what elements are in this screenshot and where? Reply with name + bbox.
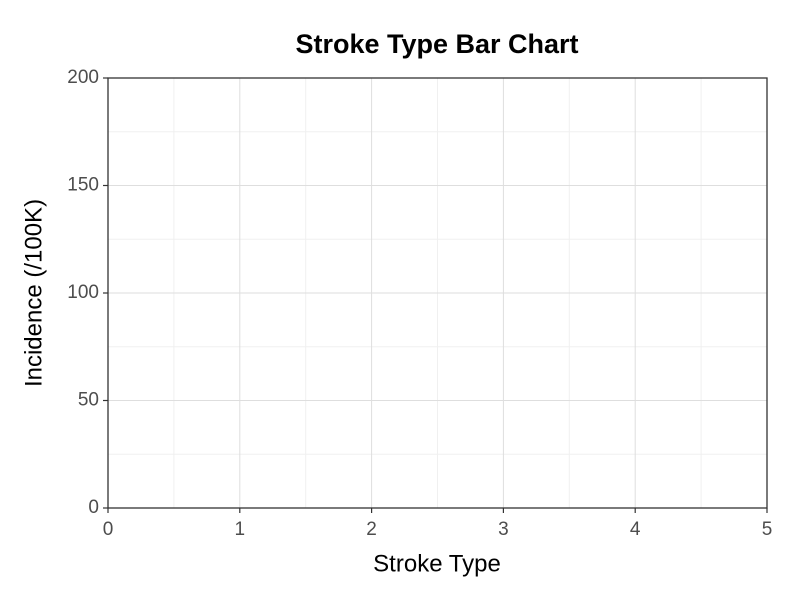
- x-tick-label: 2: [366, 519, 377, 540]
- y-tick-label: 200: [67, 67, 99, 88]
- chart-title: Stroke Type Bar Chart: [295, 29, 578, 59]
- y-tick-label: 0: [88, 497, 99, 518]
- y-tick-label: 150: [67, 175, 99, 196]
- y-axis-label: Incidence (/100K): [20, 199, 47, 387]
- y-tick-label: 100: [67, 282, 99, 303]
- x-tick-label: 3: [498, 519, 509, 540]
- x-tick-label: 4: [630, 519, 641, 540]
- y-tick-label: 50: [78, 390, 99, 411]
- x-axis-label: Stroke Type: [373, 550, 501, 577]
- x-tick-label: 1: [235, 519, 246, 540]
- x-tick-label: 0: [103, 519, 114, 540]
- x-tick-label: 5: [762, 519, 773, 540]
- plot-border: [107, 77, 768, 509]
